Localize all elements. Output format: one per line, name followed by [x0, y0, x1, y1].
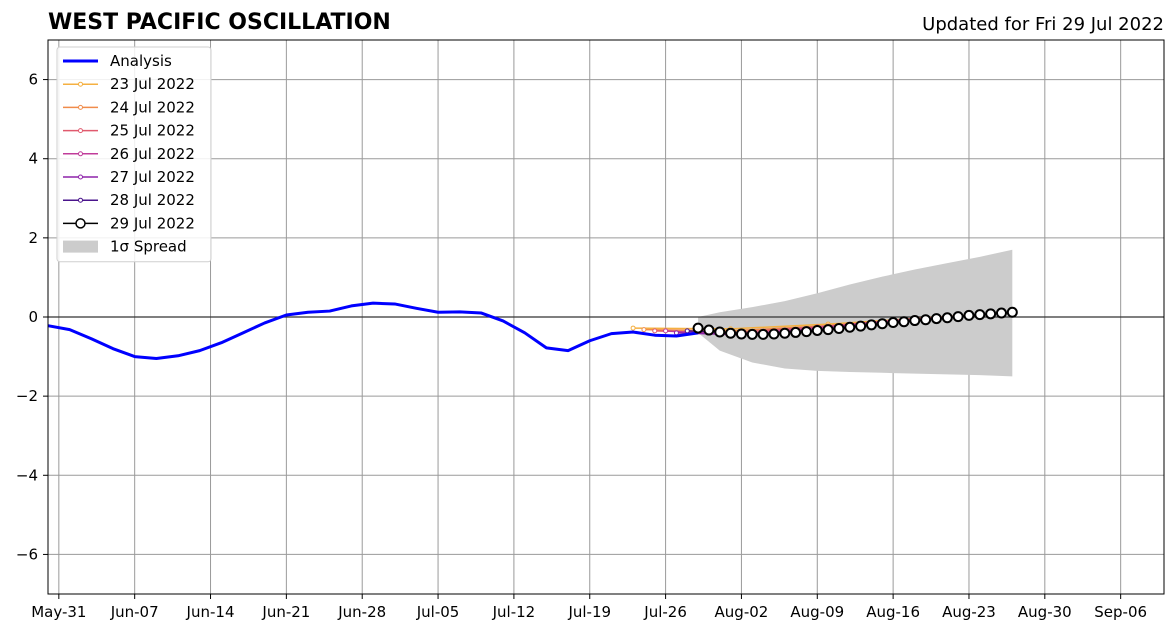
legend-label: 27 Jul 2022	[110, 168, 195, 186]
current-forecast-point	[909, 315, 921, 327]
spread-layer	[698, 249, 1013, 377]
forecast-point	[684, 328, 690, 334]
x-tick-label: Jun-28	[337, 603, 386, 621]
legend-item: 23 Jul 2022	[63, 75, 195, 93]
current-forecast-point	[822, 324, 834, 336]
current-forecast-point	[844, 321, 856, 333]
current-forecast-point	[746, 328, 758, 340]
y-tick-label: −4	[16, 466, 38, 484]
current-forecast-point	[952, 311, 964, 323]
legend-item: 1σ Spread	[63, 238, 187, 256]
current-forecast-point	[800, 326, 812, 338]
legend-item: 27 Jul 2022	[63, 168, 195, 186]
series-current	[692, 306, 1018, 340]
legend-marker	[78, 197, 83, 203]
current-forecast-point	[1006, 306, 1018, 318]
legend-item: 26 Jul 2022	[63, 145, 195, 163]
current-forecast-point	[974, 309, 986, 321]
legend-item: 25 Jul 2022	[63, 122, 195, 140]
x-axis-ticks: May-31 Jun-07 Jun-14 Jun-21 Jun-28 Jul-05 Jul-…	[31, 594, 1147, 621]
y-tick-label: 0	[28, 308, 38, 326]
legend-item: 24 Jul 2022	[63, 98, 195, 116]
current-forecast-point	[887, 317, 899, 329]
current-forecast-point	[920, 314, 932, 326]
current-forecast-point	[930, 313, 942, 325]
series-layer	[47, 301, 1018, 361]
x-tick-label: Jun-07	[110, 603, 159, 621]
x-tick-label: Jul-19	[567, 603, 611, 621]
forecast-point	[641, 327, 647, 333]
current-forecast-point	[995, 307, 1007, 319]
legend-swatch	[63, 240, 98, 253]
legend-label: 24 Jul 2022	[110, 98, 195, 116]
y-axis-ticks: −6 −4 −2 0 2 4 6	[16, 71, 48, 563]
current-forecast-point	[725, 327, 737, 339]
current-forecast-point	[865, 319, 877, 331]
legend-item: Analysis	[63, 52, 172, 70]
x-tick-label: Aug-23	[942, 603, 996, 621]
x-tick-label: Aug-16	[866, 603, 920, 621]
x-tick-label: Jun-21	[261, 603, 310, 621]
current-forecast-point	[941, 312, 953, 324]
legend-marker	[75, 218, 86, 229]
spread-band	[698, 249, 1013, 377]
series-analysis	[47, 301, 699, 361]
forecast-point	[663, 328, 669, 334]
current-forecast-point	[876, 318, 888, 330]
current-forecast-point	[963, 309, 975, 321]
current-forecast-point	[779, 327, 791, 339]
x-tick-label: Aug-30	[1018, 603, 1072, 621]
x-tick-label: Jul-26	[643, 603, 687, 621]
legend-marker	[78, 174, 83, 180]
x-tick-label: Jul-12	[492, 603, 536, 621]
x-tick-label: May-31	[31, 603, 86, 621]
x-tick-label: Aug-09	[790, 603, 844, 621]
x-tick-label: Jul-05	[416, 603, 460, 621]
legend-item: 29 Jul 2022	[63, 214, 195, 232]
forecast-point	[652, 328, 658, 334]
series-line	[47, 301, 699, 361]
legend-label: 25 Jul 2022	[110, 122, 195, 140]
legend-label: 29 Jul 2022	[110, 214, 195, 232]
forecast-point	[630, 325, 636, 331]
current-forecast-point	[833, 322, 845, 334]
chart-subtitle: Updated for Fri 29 Jul 2022	[922, 14, 1164, 35]
legend-label: 28 Jul 2022	[110, 191, 195, 209]
y-tick-label: 6	[28, 71, 38, 89]
forecast-point	[673, 330, 679, 336]
legend-item: 28 Jul 2022	[63, 191, 195, 209]
y-tick-label: 4	[28, 150, 38, 168]
current-forecast-point	[735, 328, 747, 340]
current-forecast-point	[692, 322, 704, 334]
legend: Analysis 23 Jul 2022 24 Jul 2022 25 Jul 202…	[56, 46, 212, 263]
legend-marker	[78, 81, 83, 87]
x-tick-label: Jun-14	[186, 603, 235, 621]
current-forecast-point	[757, 328, 769, 340]
y-tick-label: −2	[16, 387, 38, 405]
current-forecast-point	[811, 324, 823, 336]
current-forecast-point	[703, 324, 715, 336]
legend-marker	[78, 104, 83, 110]
current-forecast-point	[985, 308, 997, 320]
legend-marker	[78, 151, 83, 157]
legend-label: Analysis	[110, 52, 172, 70]
legend-label: 23 Jul 2022	[110, 75, 195, 93]
legend-label: 26 Jul 2022	[110, 145, 195, 163]
x-tick-label: Sep-06	[1094, 603, 1147, 621]
x-tick-label: Aug-02	[715, 603, 769, 621]
current-forecast-point	[790, 326, 802, 338]
legend-box	[56, 46, 212, 263]
y-tick-label: −6	[16, 545, 38, 563]
legend-marker	[78, 128, 83, 134]
current-forecast-point	[768, 328, 780, 340]
y-tick-label: 2	[28, 229, 38, 247]
chart-title: WEST PACIFIC OSCILLATION	[48, 10, 391, 35]
current-forecast-point	[714, 326, 726, 338]
current-forecast-point	[898, 316, 910, 328]
legend-label: 1σ Spread	[110, 238, 187, 256]
current-forecast-point	[855, 320, 867, 332]
